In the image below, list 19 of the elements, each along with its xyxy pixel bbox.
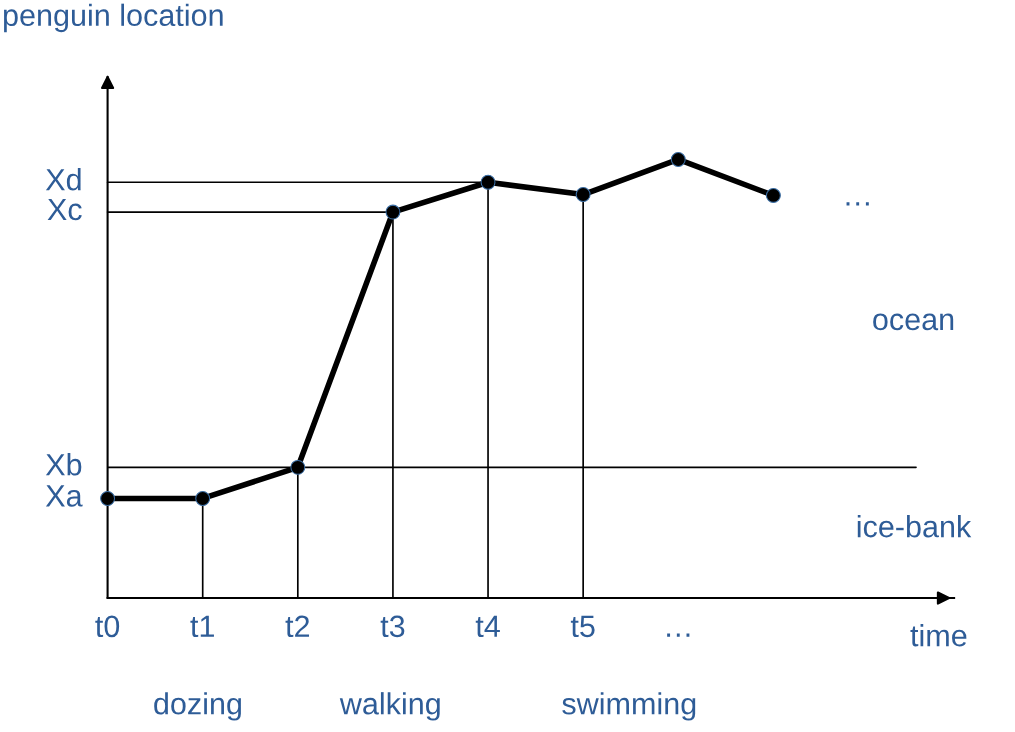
x-tick-label: t3 <box>380 615 405 638</box>
x-tick-label: t2 <box>285 615 310 638</box>
x-tick-label: t1 <box>190 615 214 638</box>
x-tick-label: t4 <box>475 615 500 638</box>
annotation: Xc <box>47 198 82 221</box>
ref-line-label: Xb <box>45 453 82 476</box>
annotation: Xa <box>45 485 83 507</box>
text: ocean <box>873 313 954 331</box>
x-tick-label: t5 <box>570 615 595 638</box>
text: … <box>846 202 869 206</box>
x-tick-label: … <box>667 633 690 637</box>
x-tick-label: t0 <box>95 615 120 638</box>
text: ice-bank <box>857 514 972 538</box>
text: dozing <box>154 692 241 721</box>
chart-title: penguin location <box>4 3 223 33</box>
x-axis-title: time <box>910 624 967 647</box>
annotation: Xd <box>45 168 81 191</box>
text: swimming <box>562 692 696 721</box>
text: walking <box>339 692 440 721</box>
